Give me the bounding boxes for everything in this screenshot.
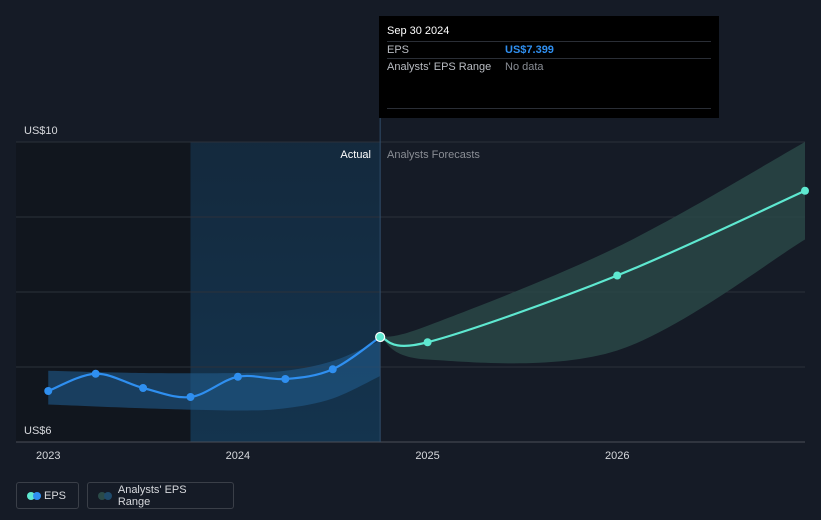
forecast-label: Analysts Forecasts	[387, 149, 480, 161]
hover-tooltip: Sep 30 2024 EPS US$7.399 Analysts' EPS R…	[379, 16, 719, 118]
x-tick-labels: 2023 2024 2025 2026	[36, 450, 629, 462]
tooltip-eps-label: EPS	[387, 44, 410, 56]
y-tick-label-bottom: US$6	[24, 425, 52, 437]
eps-actual-point[interactable]	[139, 384, 148, 392]
tooltip-eps-row: EPS US$7.399	[387, 41, 711, 59]
x-tick-label: 2025	[415, 450, 439, 462]
eps-actual-point[interactable]	[328, 365, 337, 374]
eps-points	[44, 186, 809, 401]
tooltip-divider	[387, 108, 711, 109]
range-legend-swatch	[98, 491, 112, 500]
eps-actual-point[interactable]	[375, 331, 386, 343]
past-eps-range-band	[48, 340, 381, 411]
actual-label: Actual	[340, 149, 371, 161]
tooltip-range-value: No data	[505, 61, 544, 73]
legend-eps-toggle[interactable]: EPS	[16, 482, 79, 509]
eps-actual-point[interactable]	[186, 393, 195, 401]
x-tick-label: 2024	[226, 450, 250, 462]
legend-range-label: Analysts' EPS Range	[117, 483, 187, 508]
eps-actual-point[interactable]	[44, 387, 53, 395]
x-tick-label: 2026	[605, 450, 629, 462]
tooltip-date: Sep 30 2024	[387, 25, 450, 37]
forecast-eps-range-band	[380, 142, 805, 364]
x-tick-label: 2023	[36, 450, 60, 462]
tooltip-range-row: Analysts' EPS Range No data	[387, 58, 711, 76]
y-tick-labels: US$10 US$6	[24, 125, 58, 437]
eps-actual-point[interactable]	[233, 372, 242, 381]
legend-range-toggle[interactable]: Analysts' EPS Range	[87, 482, 234, 509]
eps-forecast-point[interactable]	[801, 186, 809, 195]
tooltip-range-label: Analysts' EPS Range	[387, 61, 492, 73]
eps-actual-point[interactable]	[91, 369, 100, 378]
y-tick-label-top: US$10	[24, 125, 58, 137]
eps-forecast-point[interactable]	[423, 338, 432, 347]
legend-eps-label: EPS	[43, 489, 66, 502]
eps-actual-point[interactable]	[281, 375, 290, 383]
tooltip-eps-value: US$7.399	[505, 44, 554, 56]
eps-legend-swatch	[27, 491, 41, 500]
eps-forecast-point[interactable]	[613, 271, 622, 280]
eps-forecast-line	[379, 189, 806, 347]
eps-range-bands	[48, 142, 805, 411]
